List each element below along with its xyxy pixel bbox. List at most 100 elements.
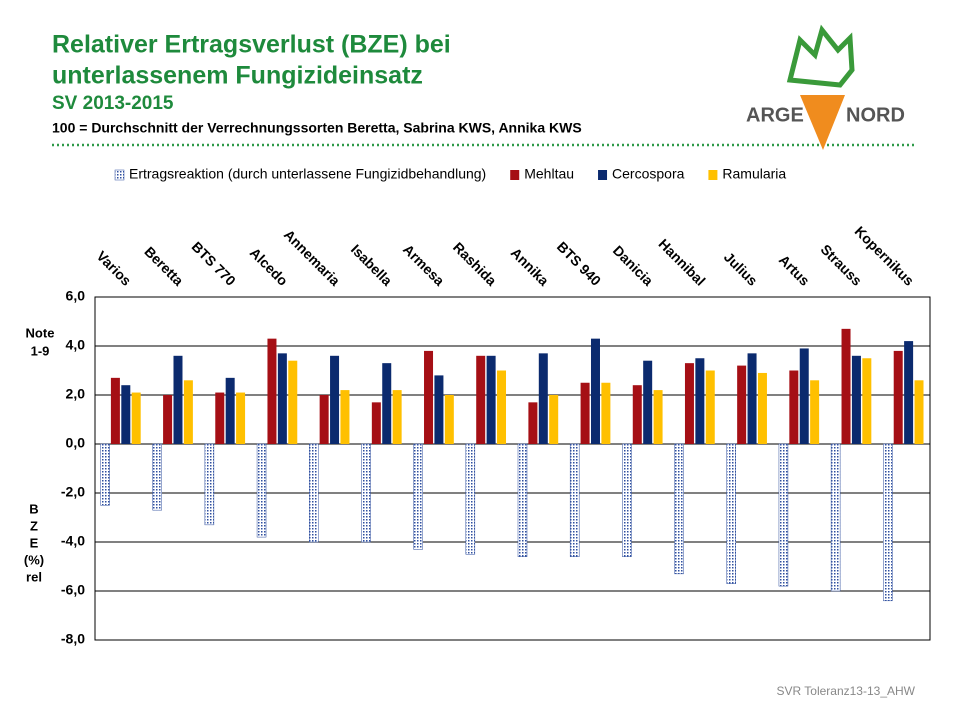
subtitle: SV 2013-2015 xyxy=(52,93,174,114)
bar xyxy=(695,358,705,444)
bar xyxy=(726,443,736,584)
x-tick-label: Strauss xyxy=(818,241,866,289)
plot-frame xyxy=(94,296,931,641)
legend-label: Ramularia xyxy=(722,166,786,182)
bar xyxy=(152,443,162,511)
bar xyxy=(789,370,799,444)
bar xyxy=(747,353,757,444)
legend-swatch xyxy=(708,170,718,180)
bar xyxy=(277,353,287,444)
bar xyxy=(674,443,684,575)
bar xyxy=(590,338,600,444)
bar xyxy=(538,353,548,444)
title-line: Relativer Ertragsverlust (BZE) bei xyxy=(52,31,451,59)
bar xyxy=(465,443,476,555)
legend-swatch xyxy=(598,170,608,180)
x-tick-label: Annika xyxy=(508,244,552,288)
bar xyxy=(225,377,235,444)
y-axis-label: E xyxy=(30,535,39,550)
bar xyxy=(862,358,872,444)
bar xyxy=(413,443,423,550)
bar xyxy=(799,348,809,444)
x-tick-label: Isabella xyxy=(348,241,396,289)
bar xyxy=(121,385,131,444)
x-tick-label: Alcedo xyxy=(247,244,291,288)
logo-leaves xyxy=(786,24,855,88)
bar xyxy=(340,390,350,444)
bar xyxy=(830,443,841,592)
y-tick-label: 0,0 xyxy=(66,435,86,451)
x-tick-label: Annemaria xyxy=(281,226,344,289)
bar xyxy=(705,370,715,444)
bar xyxy=(883,443,893,602)
bar xyxy=(173,355,183,444)
x-tick-label: BTS 770 xyxy=(189,238,240,289)
bar xyxy=(371,402,381,444)
bar xyxy=(486,355,496,444)
bar xyxy=(497,370,507,444)
bar xyxy=(549,395,559,444)
y-axis-label: (%) xyxy=(24,552,44,567)
x-tick-label: Rashida xyxy=(450,239,500,289)
logo-carrot xyxy=(800,95,845,150)
logo-text: NORD xyxy=(846,104,905,126)
legend-label: Mehltau xyxy=(524,166,574,182)
y-axis-label: B xyxy=(29,501,38,516)
bar xyxy=(778,443,789,587)
bar xyxy=(131,392,141,444)
logo-text: ARGE xyxy=(746,104,804,126)
bar xyxy=(183,380,193,444)
bar xyxy=(810,380,820,444)
legend-swatch xyxy=(114,169,125,181)
x-tick-label: Artus xyxy=(776,252,813,289)
bar xyxy=(737,365,747,444)
x-tick-label: BTS 940 xyxy=(554,238,605,289)
bar xyxy=(382,363,392,444)
bar xyxy=(434,375,444,444)
x-tick-label: Danicia xyxy=(610,242,657,289)
bar xyxy=(476,355,486,444)
bar xyxy=(236,392,246,444)
y-tick-label: -6,0 xyxy=(61,582,85,598)
x-tick-label: Hannibal xyxy=(656,236,709,289)
x-tick-label: Armesa xyxy=(400,241,448,289)
y-tick-label: 2,0 xyxy=(66,386,86,402)
bar xyxy=(361,443,371,543)
y-axis-label: 1-9 xyxy=(31,343,50,358)
legend-swatch xyxy=(510,170,520,180)
y-tick-label: -4,0 xyxy=(61,533,85,549)
bar xyxy=(215,392,225,444)
bar xyxy=(684,363,694,444)
note: 100 = Durchschnitt der Verrechnungssorte… xyxy=(52,120,582,136)
bar xyxy=(319,395,329,444)
bar xyxy=(517,443,528,557)
bar xyxy=(851,355,861,444)
bar xyxy=(643,360,653,444)
legend-label: Ertragsreaktion (durch unterlassene Fung… xyxy=(129,166,486,182)
logo: ARGE NORD xyxy=(746,24,905,150)
y-tick-label: -2,0 xyxy=(61,484,85,500)
y-tick-label: 4,0 xyxy=(66,337,86,353)
bar xyxy=(163,395,173,444)
bar xyxy=(330,355,340,444)
legend-label: Cercospora xyxy=(612,166,685,182)
bar xyxy=(100,443,110,506)
bar xyxy=(392,390,402,444)
bar xyxy=(632,385,642,444)
bar xyxy=(914,380,924,444)
bar xyxy=(904,341,914,444)
bar xyxy=(444,395,454,444)
title-line: unterlassenem Fungizideinsatz xyxy=(52,62,423,90)
y-axis-label: Z xyxy=(30,518,38,533)
bar xyxy=(309,443,319,543)
x-tick-label: Beretta xyxy=(141,243,187,289)
x-tick-label: Varios xyxy=(94,248,135,289)
y-tick-label: 6,0 xyxy=(66,288,86,304)
bar xyxy=(569,443,580,557)
bar xyxy=(580,382,590,444)
y-tick-label: -8,0 xyxy=(61,631,85,647)
x-tick-label: Julius xyxy=(721,249,761,289)
footer: SVR Toleranz13-13_AHW xyxy=(776,684,915,698)
bar xyxy=(528,402,538,444)
